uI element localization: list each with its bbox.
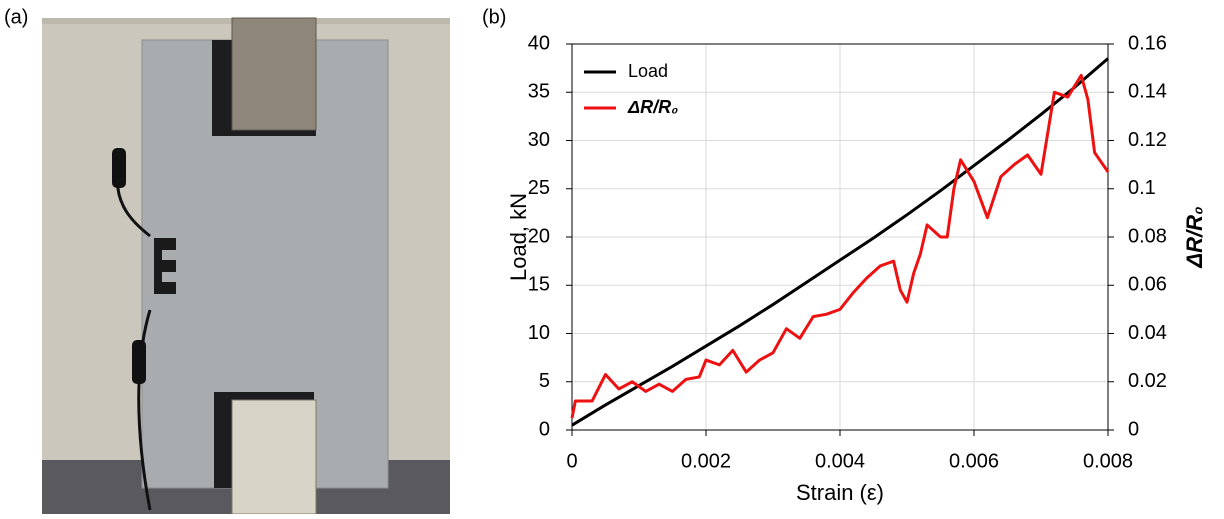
y-tick-label: 10 bbox=[528, 322, 550, 344]
y2-tick-label: 0.04 bbox=[1128, 322, 1167, 344]
y-tick-label: 0 bbox=[539, 418, 550, 440]
y-tick-label: 5 bbox=[539, 370, 550, 392]
y2-tick-label: 0.06 bbox=[1128, 274, 1167, 296]
y2-tick-label: 0.12 bbox=[1128, 129, 1167, 151]
x-tick-label: 0.002 bbox=[681, 450, 731, 472]
photo-clip bbox=[132, 340, 146, 384]
y2-tick-label: 0 bbox=[1128, 418, 1139, 440]
photo-grip-bottom bbox=[231, 399, 317, 515]
y2-tick-label: 0.1 bbox=[1128, 177, 1156, 199]
y-tick-label: 15 bbox=[528, 274, 550, 296]
panel-b-label: (b) bbox=[482, 6, 506, 28]
y-tick-label: 40 bbox=[528, 32, 550, 54]
y2-axis-title: ΔR/R₀ bbox=[1182, 206, 1207, 268]
x-tick-label: 0.006 bbox=[949, 450, 999, 472]
series-line bbox=[571, 57, 1109, 427]
x-axis-title: Strain (ε) bbox=[796, 480, 884, 505]
y2-tick-label: 0.08 bbox=[1128, 225, 1167, 247]
panel-a-label: (a) bbox=[4, 6, 28, 28]
y-tick-label: 20 bbox=[528, 225, 550, 247]
legend-label: Load bbox=[628, 61, 668, 81]
photo-wire bbox=[137, 309, 152, 511]
photo-grip-top bbox=[231, 17, 317, 131]
y-tick-label: 30 bbox=[528, 129, 550, 151]
y2-tick-label: 0.16 bbox=[1128, 32, 1167, 54]
y2-tick-label: 0.02 bbox=[1128, 370, 1167, 392]
y2-tick-label: 0.14 bbox=[1128, 81, 1167, 103]
y-tick-label: 35 bbox=[528, 81, 550, 103]
series-line bbox=[570, 73, 1110, 419]
photo-sensor bbox=[154, 238, 176, 294]
photo-clip bbox=[112, 148, 126, 188]
photo bbox=[42, 17, 450, 515]
y-axis-title: Load, kN bbox=[506, 193, 531, 281]
legend-label: ΔR/R₀ bbox=[627, 97, 678, 117]
y-tick-label: 25 bbox=[528, 177, 550, 199]
x-tick-label: 0.004 bbox=[815, 450, 865, 472]
x-tick-label: 0.008 bbox=[1083, 450, 1133, 472]
plot-frame bbox=[571, 43, 1109, 431]
x-tick-label: 0 bbox=[566, 450, 577, 472]
